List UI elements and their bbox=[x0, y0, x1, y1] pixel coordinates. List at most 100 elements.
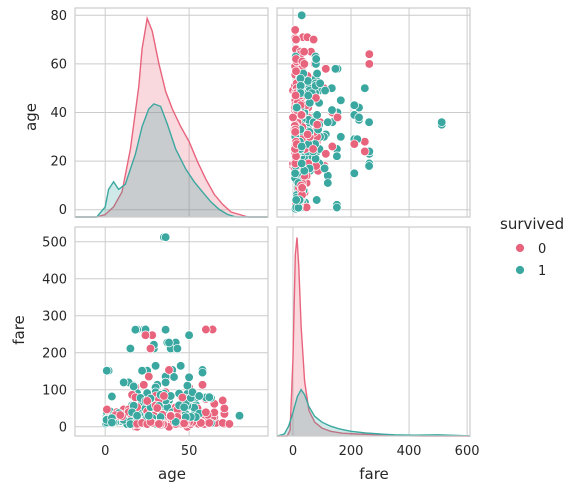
scatter-point bbox=[297, 158, 307, 169]
scatter-point bbox=[291, 195, 301, 205]
scatter-point bbox=[336, 132, 346, 142]
scatter-point bbox=[145, 343, 156, 354]
y-tick-label: 0 bbox=[59, 420, 67, 435]
scatter-point bbox=[336, 95, 346, 105]
scatter-point bbox=[308, 144, 318, 154]
x-tick-label: 50 bbox=[181, 444, 198, 459]
scatter-point bbox=[312, 195, 322, 205]
y-tick-label: 400 bbox=[42, 272, 67, 287]
panel-frame bbox=[276, 7, 471, 218]
scatter-point bbox=[218, 395, 228, 406]
scatter-point bbox=[321, 149, 331, 159]
scatter-point bbox=[321, 64, 331, 74]
scatter-point bbox=[204, 392, 214, 402]
scatter-point bbox=[297, 10, 307, 20]
scatter-point bbox=[115, 410, 125, 420]
scatter-point bbox=[323, 178, 333, 188]
scatter-point bbox=[140, 330, 151, 340]
scatter-point bbox=[296, 110, 307, 120]
y-tick-label: 100 bbox=[42, 383, 67, 398]
scatter-point bbox=[290, 25, 300, 35]
scatter-point bbox=[327, 141, 337, 152]
scatter-point bbox=[297, 141, 307, 152]
scatter-point bbox=[332, 151, 342, 161]
scatter-point bbox=[364, 161, 374, 171]
scatter-point bbox=[360, 83, 370, 93]
scatter-point bbox=[327, 105, 337, 115]
kde-line-survived-1 bbox=[276, 388, 471, 437]
x-tick-label: 0 bbox=[289, 444, 297, 459]
scatter-point bbox=[197, 367, 208, 378]
x-tick-label: 0 bbox=[101, 444, 109, 459]
scatter-point bbox=[308, 34, 319, 45]
scatter-point bbox=[302, 129, 313, 140]
scatter-point bbox=[330, 64, 341, 74]
scatter-point bbox=[437, 117, 447, 127]
scatter-points bbox=[101, 232, 245, 432]
legend-label-1: 1 bbox=[538, 264, 546, 279]
panel-age-age: 0 20 40 60 80 bbox=[50, 7, 269, 218]
scatter-point bbox=[293, 203, 304, 213]
scatter-point bbox=[299, 59, 309, 69]
y-axis-label-row-1: fare bbox=[10, 315, 28, 345]
panel-frame bbox=[74, 226, 269, 437]
scatter-point bbox=[291, 34, 301, 45]
scatter-point bbox=[176, 361, 186, 371]
scatter-point bbox=[290, 127, 300, 137]
kde-fill-survived-1 bbox=[75, 103, 268, 217]
legend: survived 0 1 bbox=[500, 215, 564, 279]
scatter-point bbox=[184, 330, 194, 340]
scatter-point bbox=[166, 411, 176, 421]
scatter-point bbox=[197, 380, 208, 390]
scatter-point bbox=[319, 163, 330, 174]
scatter-point bbox=[349, 100, 359, 110]
scatter-point bbox=[201, 407, 211, 417]
scatter-point bbox=[125, 343, 136, 354]
x-tick-label: 400 bbox=[397, 444, 422, 459]
scatter-point bbox=[312, 68, 322, 79]
y-tick-label: 300 bbox=[42, 309, 67, 324]
scatter-point bbox=[320, 85, 330, 96]
scatter-point bbox=[234, 411, 245, 421]
scatter-point bbox=[179, 418, 189, 429]
kde-line-survived-0 bbox=[277, 237, 470, 437]
panel-frame bbox=[276, 226, 471, 437]
kde-line-survived-1 bbox=[75, 103, 268, 218]
scatter-point bbox=[160, 325, 171, 335]
scatter-point bbox=[137, 366, 147, 376]
panel-frame bbox=[74, 7, 269, 218]
y-tick-label: 60 bbox=[50, 57, 67, 72]
scatter-point bbox=[130, 325, 141, 335]
panel-age-fare bbox=[276, 7, 471, 218]
scatter-point bbox=[102, 404, 112, 415]
scatter-point bbox=[102, 366, 112, 376]
scatter-point bbox=[154, 419, 164, 429]
scatter-point bbox=[219, 403, 230, 414]
scatter-point bbox=[107, 391, 117, 402]
scatter-point bbox=[290, 90, 301, 101]
scatter-point bbox=[312, 120, 322, 130]
legend-marker-1 bbox=[515, 265, 525, 275]
y-tick-label: 80 bbox=[50, 9, 67, 24]
scatter-point bbox=[160, 232, 171, 242]
legend-marker-0 bbox=[515, 243, 525, 253]
x-axis-label-col-0: age bbox=[158, 465, 186, 483]
scatter-point bbox=[303, 90, 313, 101]
kde-fill-survived-0 bbox=[75, 18, 268, 217]
scatter-point bbox=[364, 59, 374, 69]
scatter-point bbox=[160, 377, 171, 388]
scatter-point bbox=[201, 324, 211, 335]
scatter-point bbox=[349, 168, 359, 178]
scatter-point bbox=[291, 66, 301, 76]
scatter-point bbox=[297, 183, 307, 193]
scatter-point bbox=[159, 391, 169, 401]
scatter-point bbox=[364, 117, 374, 127]
scatter-point bbox=[323, 117, 333, 127]
scatter-point bbox=[312, 110, 322, 120]
y-axis-label-row-0: age bbox=[22, 103, 40, 131]
scatter-point bbox=[184, 372, 194, 382]
scatter-point bbox=[354, 112, 364, 123]
scatter-point bbox=[364, 49, 374, 59]
scatter-point bbox=[144, 371, 154, 382]
